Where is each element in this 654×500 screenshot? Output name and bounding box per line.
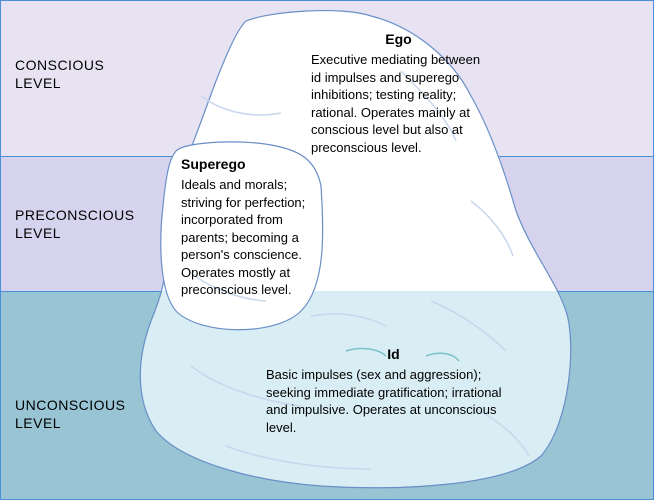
superego-desc: Ideals and morals; striving for perfecti… xyxy=(181,176,316,299)
superego-block: Superego Ideals and morals; striving for… xyxy=(181,156,316,299)
id-title: Id xyxy=(266,346,521,362)
ego-block: Ego Executive mediating between id impul… xyxy=(311,31,486,156)
label-unconscious: UNCONSCIOUS LEVEL xyxy=(15,396,126,432)
id-block: Id Basic impulses (sex and aggression); … xyxy=(266,346,521,436)
label-conscious: CONSCIOUS LEVEL xyxy=(15,56,104,92)
ego-desc: Executive mediating between id impulses … xyxy=(311,51,486,156)
superego-title: Superego xyxy=(181,156,316,172)
id-desc: Basic impulses (sex and aggression); see… xyxy=(266,366,521,436)
ego-title: Ego xyxy=(311,31,486,47)
label-preconscious: PRECONSCIOUS LEVEL xyxy=(15,206,135,242)
freud-iceberg-diagram: CONSCIOUS LEVEL PRECONSCIOUS LEVEL UNCON… xyxy=(0,0,654,500)
